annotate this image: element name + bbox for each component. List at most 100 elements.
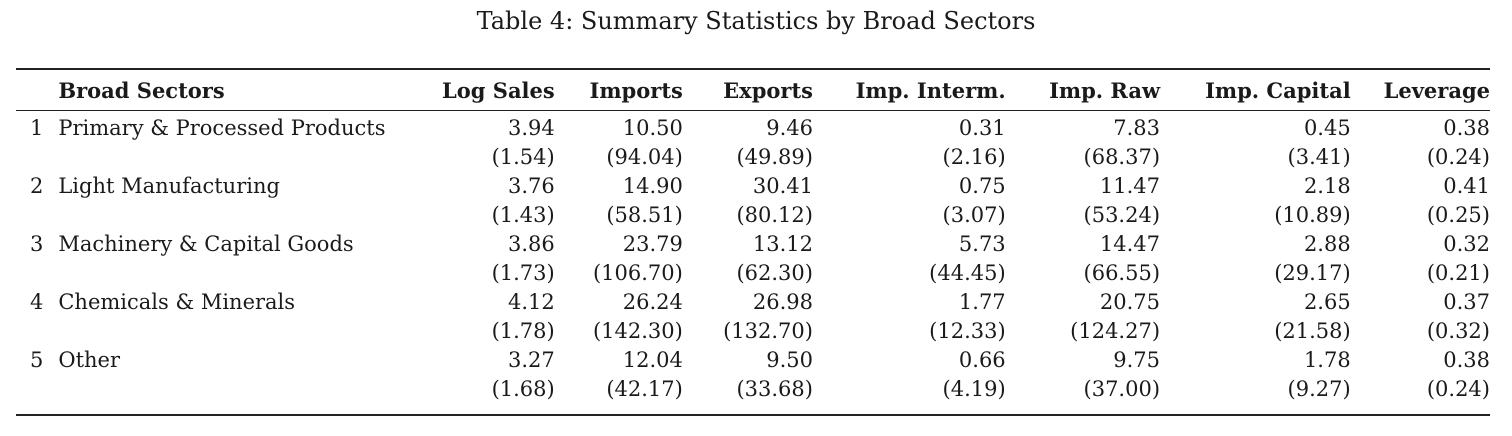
mean-imp-capital: 2.18 — [1303, 174, 1351, 198]
mean-imp-raw: 7.83 — [1113, 116, 1161, 140]
mean-imp-capital: 2.88 — [1303, 232, 1351, 256]
mean-exports: 9.46 — [766, 116, 813, 140]
sd-exports: (80.12) — [736, 203, 813, 227]
row-number: 5 — [30, 348, 44, 372]
table-row-mean: 1 Primary & Processed Products 3.94 10.5… — [16, 114, 1490, 143]
summary-statistics-table: Broad Sectors Log Sales Imports Exports … — [16, 70, 1490, 404]
sd-exports: (49.89) — [736, 145, 813, 169]
header-cell-imports: Imports — [589, 77, 683, 103]
row-number: 4 — [30, 290, 44, 314]
sd-exports: (132.70) — [723, 319, 813, 343]
mean-leverage: 0.37 — [1443, 290, 1490, 314]
mean-exports: 30.41 — [752, 174, 813, 198]
sector-name: Light Manufacturing — [58, 174, 280, 198]
mean-imp-capital: 1.78 — [1303, 348, 1351, 372]
table-row-sd: (1.68) (42.17) (33.68) (4.19) (37.00) (9… — [16, 375, 1490, 404]
sd-imp-raw: (53.24) — [1083, 203, 1161, 227]
mean-imp-raw: 9.75 — [1113, 348, 1161, 372]
table-row-sd: (1.78) (142.30) (132.70) (12.33) (124.27… — [16, 317, 1490, 346]
mean-imp-interm: 0.66 — [958, 348, 1006, 372]
mean-log-sales: 3.76 — [507, 174, 555, 198]
sd-leverage: (0.32) — [1426, 319, 1490, 343]
mean-leverage: 0.38 — [1443, 116, 1490, 140]
mean-exports: 26.98 — [752, 290, 813, 314]
table-row-mean: 5 Other 3.27 12.04 9.50 0.66 9.75 1.78 0… — [16, 346, 1490, 375]
sd-imp-capital: (29.17) — [1274, 261, 1351, 285]
mean-imports: 10.50 — [622, 116, 683, 140]
table-row-mean: 3 Machinery & Capital Goods 3.86 23.79 1… — [16, 230, 1490, 259]
sector-name: Primary & Processed Products — [58, 116, 386, 140]
mean-imp-interm: 0.31 — [958, 116, 1006, 140]
mean-imp-raw: 14.47 — [1099, 232, 1161, 256]
header-cell-imp-capital: Imp. Capital — [1205, 77, 1351, 103]
row-number: 2 — [30, 174, 44, 198]
header-cell-log-sales: Log Sales — [442, 77, 555, 103]
header-cell-broad-sectors: Broad Sectors — [58, 77, 225, 103]
mean-imp-raw: 11.47 — [1099, 174, 1161, 198]
sd-imp-raw: (68.37) — [1083, 145, 1161, 169]
mean-imp-interm: 5.73 — [958, 232, 1006, 256]
sd-imp-capital: (21.58) — [1274, 319, 1351, 343]
header-cell-leverage: Leverage — [1383, 77, 1490, 103]
header-cell-number — [16, 70, 58, 110]
mean-imports: 23.79 — [622, 232, 683, 256]
sd-imp-raw: (124.27) — [1070, 319, 1161, 343]
mean-imp-interm: 1.77 — [958, 290, 1006, 314]
mean-exports: 9.50 — [766, 348, 813, 372]
mean-imports: 14.90 — [622, 174, 683, 198]
mean-log-sales: 4.12 — [507, 290, 555, 314]
mean-log-sales: 3.27 — [507, 348, 555, 372]
sd-log-sales: (1.73) — [491, 261, 555, 285]
sector-name: Other — [58, 348, 121, 372]
header-cell-imp-interm: Imp. Interm. — [855, 77, 1006, 103]
sd-imports: (94.04) — [606, 145, 683, 169]
sd-imp-capital: (3.41) — [1287, 145, 1351, 169]
sd-imp-interm: (44.45) — [929, 261, 1006, 285]
table-row-sd: (1.73) (106.70) (62.30) (44.45) (66.55) … — [16, 259, 1490, 288]
sd-imports: (106.70) — [592, 261, 683, 285]
sd-exports: (33.68) — [736, 377, 813, 401]
sd-log-sales: (1.43) — [491, 203, 555, 227]
sd-leverage: (0.21) — [1426, 261, 1490, 285]
header-cell-imp-raw: Imp. Raw — [1049, 77, 1161, 103]
mean-exports: 13.12 — [752, 232, 813, 256]
mean-log-sales: 3.94 — [507, 116, 555, 140]
sd-imports: (42.17) — [606, 377, 683, 401]
sd-imports: (58.51) — [606, 203, 683, 227]
sd-imp-interm: (12.33) — [929, 319, 1006, 343]
table-row-sd: (1.43) (58.51) (80.12) (3.07) (53.24) (1… — [16, 201, 1490, 230]
mean-imp-interm: 0.75 — [958, 174, 1006, 198]
table-row-sd: (1.54) (94.04) (49.89) (2.16) (68.37) (3… — [16, 143, 1490, 172]
mean-leverage: 0.38 — [1443, 348, 1490, 372]
sd-imp-interm: (2.16) — [942, 145, 1006, 169]
sd-imports: (142.30) — [592, 319, 683, 343]
sd-leverage: (0.25) — [1426, 203, 1490, 227]
mean-leverage: 0.32 — [1443, 232, 1490, 256]
top-rule — [16, 68, 1490, 70]
sd-log-sales: (1.78) — [491, 319, 555, 343]
row-number: 1 — [30, 116, 44, 140]
table-row-mean: 4 Chemicals & Minerals 4.12 26.24 26.98 … — [16, 288, 1490, 317]
row-number: 3 — [30, 232, 44, 256]
sector-name: Chemicals & Minerals — [58, 290, 296, 314]
table-row-mean: 2 Light Manufacturing 3.76 14.90 30.41 0… — [16, 172, 1490, 201]
sd-imp-interm: (3.07) — [942, 203, 1006, 227]
sd-imp-capital: (10.89) — [1274, 203, 1351, 227]
sd-imp-interm: (4.19) — [942, 377, 1006, 401]
table-body: 1 Primary & Processed Products 3.94 10.5… — [16, 114, 1490, 404]
sd-imp-raw: (66.55) — [1083, 261, 1161, 285]
table-caption: Table 4: Summary Statistics by Broad Sec… — [476, 7, 1036, 35]
sd-exports: (62.30) — [736, 261, 813, 285]
sd-imp-raw: (37.00) — [1083, 377, 1161, 401]
mean-imp-capital: 2.65 — [1303, 290, 1351, 314]
mean-imp-raw: 20.75 — [1099, 290, 1161, 314]
sector-name: Machinery & Capital Goods — [58, 232, 354, 256]
mean-log-sales: 3.86 — [507, 232, 555, 256]
sd-leverage: (0.24) — [1426, 377, 1490, 401]
mean-imports: 26.24 — [622, 290, 683, 314]
header-row: Broad Sectors Log Sales Imports Exports … — [16, 70, 1490, 110]
header-rule — [16, 110, 1490, 111]
header-cell-exports: Exports — [723, 77, 813, 103]
mean-imports: 12.04 — [622, 348, 683, 372]
sd-log-sales: (1.54) — [491, 145, 555, 169]
